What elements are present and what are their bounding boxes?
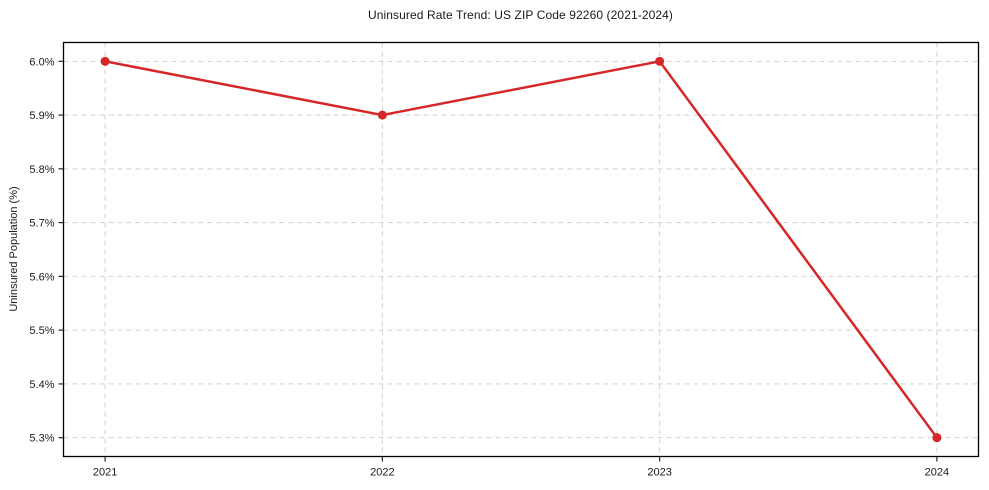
y-tick-label: 5.3% bbox=[29, 433, 54, 445]
y-tick-label: 5.6% bbox=[29, 271, 54, 283]
y-tick-label: 5.9% bbox=[29, 110, 54, 122]
axes-frame bbox=[62, 41, 980, 458]
x-tick-label: 2023 bbox=[647, 467, 671, 479]
data-point bbox=[100, 56, 110, 66]
y-tick-label: 5.8% bbox=[29, 164, 54, 176]
y-tick-label: 6.0% bbox=[29, 56, 54, 68]
data-point bbox=[377, 110, 387, 120]
x-tick-label: 2024 bbox=[925, 467, 949, 479]
data-point bbox=[932, 433, 942, 443]
y-tick-label: 5.7% bbox=[29, 218, 54, 230]
data-point bbox=[655, 56, 665, 66]
trend-line bbox=[103, 60, 939, 439]
y-tick-label: 5.4% bbox=[29, 379, 54, 391]
x-tick-label: 2021 bbox=[93, 467, 117, 479]
y-tick-label: 5.5% bbox=[29, 325, 54, 337]
x-tick-label: 2022 bbox=[370, 467, 394, 479]
chart-title: Uninsured Rate Trend: US ZIP Code 92260 … bbox=[367, 8, 674, 22]
